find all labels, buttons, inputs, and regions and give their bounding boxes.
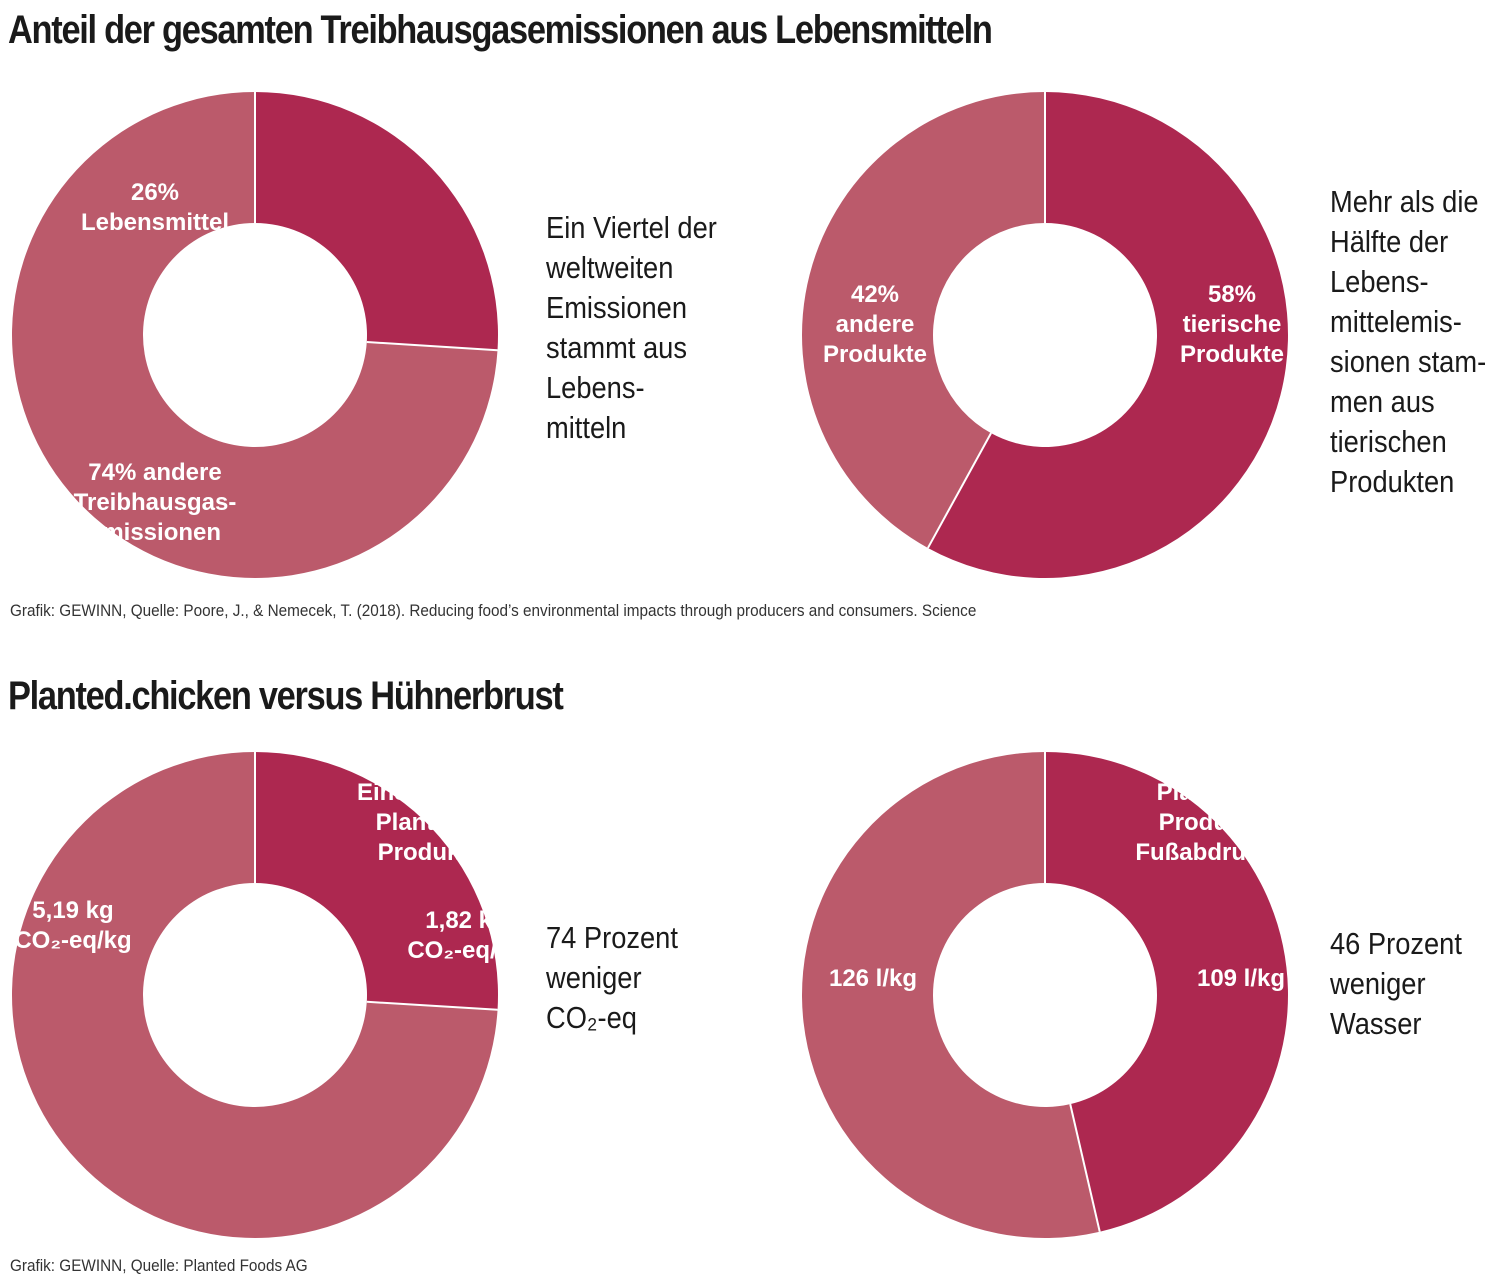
slice-label: Planted-Produkt Fußabdruck [514,779,652,866]
description-line: weniger [546,960,642,995]
slice-label: Einsparung Planted-Produkt [357,779,489,866]
description-co2: 74 Prozent weniger CO₂-eq [546,918,678,1038]
slice-label: 5,19 kg CO₂-eq/kg [14,897,131,954]
description-line: CO₂-eq [546,1000,637,1035]
slice-label: Einsparung Planted-Produkt [1302,779,1434,866]
description-line: 74 Prozent [546,920,678,955]
description-line: Emissionen [546,290,688,325]
description-line: stammt aus [546,330,687,365]
slice-label: 42% andere Produkte [823,281,927,368]
donut-slice [802,92,1045,548]
donut-slice [801,752,1100,1238]
description-food-share: Ein Viertel der weltweiten Emissionen st… [546,208,717,448]
slice-separator [366,341,498,352]
slice-label: 109 l/kg [1197,965,1285,992]
slice-label: Planted-Produkt Fußabdruck [1135,779,1273,866]
section2-source: Grafik: GEWINN, Quelle: Planted Foods AG [10,1256,308,1275]
description-water: 46 Prozent weniger Wasser [1330,924,1462,1044]
donut-chart-animal-products: 58% tierische Produkte 42% andere Produkte [802,92,1288,578]
slice-separator [927,432,992,549]
description-line: tierischen [1330,424,1447,459]
slice-label: 58% tierische Produkte [1180,281,1284,368]
description-line: Produkten [1330,464,1455,499]
donut-chart-water: Einsparung Planted-Produkt 109 l/kg Planted… [801,752,1434,1238]
description-line: sionen stam- [1330,344,1487,379]
section2-title: Planted.chicken versus Hühnerbrust [8,674,564,718]
description-line: 46 Prozent [1330,926,1462,961]
description-line: weltweiten [546,250,674,285]
slice-label: 26% Lebensmittel [81,179,229,236]
description-line: Lebens- [1330,264,1429,299]
slice-separator [366,1000,498,1011]
description-line: Mehr als die [1330,184,1479,219]
description-line: weniger [1330,966,1426,1001]
description-line: mittelemis- [1330,304,1462,339]
slice-label: 1,82 kg CO₂-eq/kg [407,907,524,964]
donut-slice [11,92,498,578]
description-line: Lebens- [546,370,645,405]
donut-chart-food-share: 26% Lebensmittel 74% andere Treibhausgas-em… [11,92,499,578]
section1-title: Anteil der gesamten Treibhausgasemission… [8,8,993,52]
section1-source: Grafik: GEWINN, Quelle: Poore, J., & Nem… [10,601,977,620]
donut-chart-co2: Planted-Produkt Fußabdruck 1,82 kg CO₂-eq/k… [12,752,652,1238]
donut-slice [12,752,498,1238]
donut-slice [927,92,1288,578]
slice-label: 74% andere Treibhausgas-emissionen [74,459,237,546]
description-line: Hälfte der [1330,224,1449,259]
donut-slice [255,752,498,1010]
slice-separator [1069,1103,1101,1232]
description-line: Wasser [1330,1006,1422,1041]
description-animal-products: Mehr als die Hälfte der Lebens- mittelem… [1330,182,1486,502]
description-line: Ein Viertel der [546,210,717,245]
description-line: mitteln [546,410,627,445]
description-line: men aus [1330,384,1435,419]
slice-label: 126 l/kg [829,965,917,992]
donut-slice [1045,752,1288,1232]
donut-slice [255,92,499,351]
